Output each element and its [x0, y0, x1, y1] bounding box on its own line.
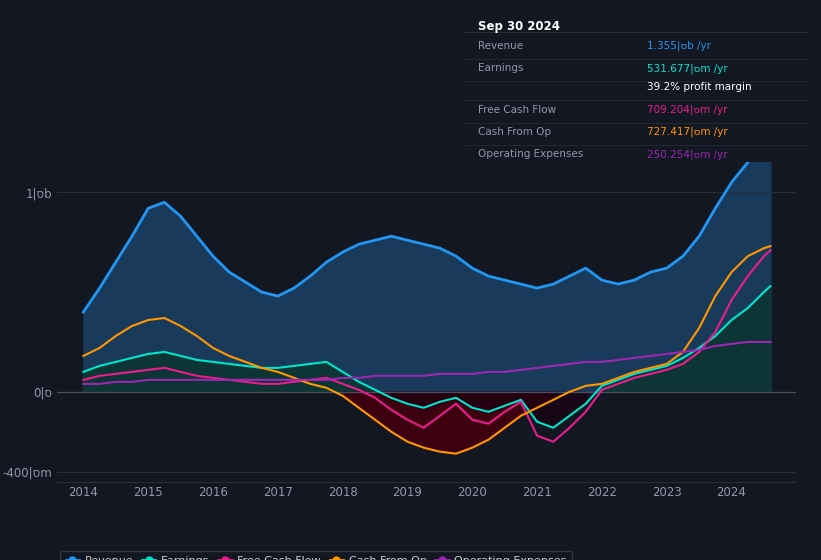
- Text: 709.204|סm /yr: 709.204|סm /yr: [647, 105, 727, 115]
- Text: 250.254|סm /yr: 250.254|סm /yr: [647, 149, 727, 160]
- Text: 1.355|סb /yr: 1.355|סb /yr: [647, 41, 711, 52]
- Text: Operating Expenses: Operating Expenses: [478, 149, 583, 159]
- Legend: Revenue, Earnings, Free Cash Flow, Cash From Op, Operating Expenses: Revenue, Earnings, Free Cash Flow, Cash …: [60, 550, 572, 560]
- Text: 531.677|סm /yr: 531.677|סm /yr: [647, 63, 727, 74]
- Text: Cash From Op: Cash From Op: [478, 127, 551, 137]
- Text: Revenue: Revenue: [478, 41, 523, 51]
- Text: 727.417|סm /yr: 727.417|סm /yr: [647, 127, 727, 137]
- Text: Earnings: Earnings: [478, 63, 523, 73]
- Text: Sep 30 2024: Sep 30 2024: [478, 20, 560, 33]
- Text: 39.2% profit margin: 39.2% profit margin: [647, 82, 751, 92]
- Text: Free Cash Flow: Free Cash Flow: [478, 105, 556, 115]
